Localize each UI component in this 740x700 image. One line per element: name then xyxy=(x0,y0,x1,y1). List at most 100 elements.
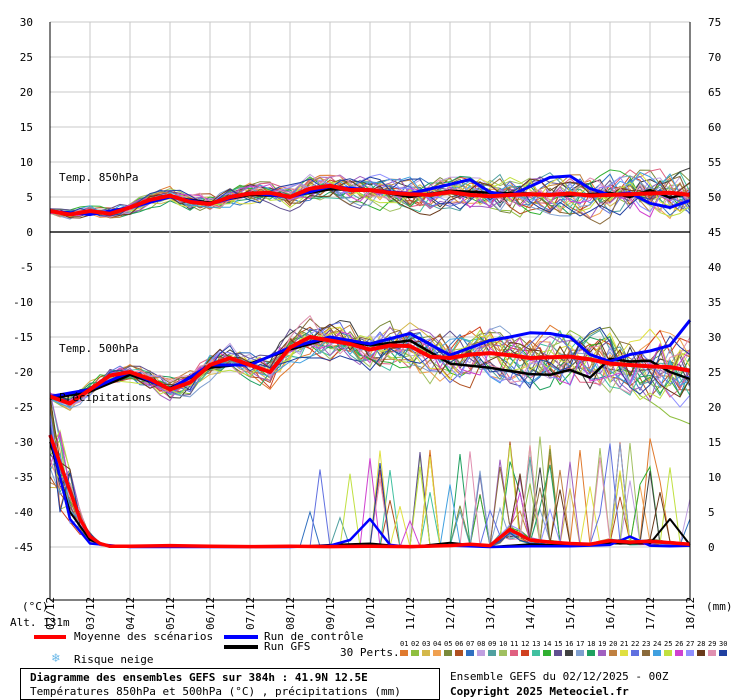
x-axis: 02/12 03/12 04/12 05/12 06/12 07/12 08/12 09/12… xyxy=(44,597,697,630)
perturbation-swatch xyxy=(642,650,650,656)
perturbation-swatch xyxy=(488,650,496,656)
y-right-tick: 10 xyxy=(708,471,721,484)
perturbation-swatch xyxy=(664,650,672,656)
y-left-unit: (°C) xyxy=(22,600,49,613)
chart-title: Diagramme des ensembles GEFS sur 384h : … xyxy=(30,671,368,684)
perturbation-swatch xyxy=(433,650,441,656)
perturbation-swatch xyxy=(708,650,716,656)
perturbation-number: 25 xyxy=(664,640,673,648)
y-left-tick: 15 xyxy=(20,121,33,134)
y-right-tick: 60 xyxy=(708,121,721,134)
y-right-tick: 35 xyxy=(708,296,721,309)
x-tick-label: 06/12 xyxy=(204,597,217,630)
legend-snow-label: Risque neige xyxy=(74,653,154,666)
y-right-tick: 20 xyxy=(708,401,721,414)
perturbation-number: 23 xyxy=(642,640,651,648)
x-tick-label: 11/12 xyxy=(404,597,417,630)
legend-gfs-line xyxy=(224,645,258,649)
perturbation-swatch xyxy=(587,650,595,656)
perturbation-swatch xyxy=(510,650,518,656)
y-left-tick: -40 xyxy=(13,506,33,519)
perturbation-number: 27 xyxy=(686,640,695,648)
y-left-tick: 25 xyxy=(20,51,33,64)
y-right-tick: 65 xyxy=(708,86,721,99)
perturbation-number: 26 xyxy=(675,640,684,648)
y-left-tick: -45 xyxy=(13,541,33,554)
perturbation-number: 16 xyxy=(565,640,574,648)
legend-mean-line xyxy=(34,635,66,639)
mean-t500-line xyxy=(49,335,691,406)
perturbation-swatch xyxy=(466,650,474,656)
perturbation-number: 06 xyxy=(455,640,464,648)
copyright: Copyright 2025 Meteociel.fr xyxy=(450,685,629,698)
x-tick-label: 02/12 xyxy=(44,597,57,630)
legend-control-line xyxy=(224,635,258,639)
perturbation-swatch xyxy=(543,650,551,656)
x-tick-label: 16/12 xyxy=(604,597,617,630)
x-tick-label: 15/12 xyxy=(564,597,577,630)
plot-frame xyxy=(49,22,691,601)
y-left-tick: 30 xyxy=(20,16,33,29)
y-right-tick: 40 xyxy=(708,261,721,274)
y-right-tick: 75 xyxy=(708,16,721,29)
chart-subtitle: Températures 850hPa et 500hPa (°C) , pré… xyxy=(30,685,401,698)
perturbation-swatch xyxy=(455,650,463,656)
member-t850-30 xyxy=(49,176,691,217)
y-right-tick: 55 xyxy=(708,156,721,169)
label-t850: Temp. 850hPa xyxy=(59,171,138,184)
y-left-tick: 5 xyxy=(26,191,33,204)
title-box: Diagramme des ensembles GEFS sur 384h : … xyxy=(20,668,440,700)
x-tick-label: 09/12 xyxy=(324,597,337,630)
perturbation-number: 14 xyxy=(543,640,552,648)
x-tick-label: 10/12 xyxy=(364,597,377,630)
perturbation-number: 10 xyxy=(499,640,508,648)
perturbation-number: 11 xyxy=(510,640,519,648)
y-right-tick: 45 xyxy=(708,226,721,239)
mean-t850-line xyxy=(49,183,691,217)
x-tick-label: 03/12 xyxy=(84,597,97,630)
control-t500-line xyxy=(49,319,692,398)
altitude-label: Alt. 131m xyxy=(10,616,70,629)
x-tick-label: 12/12 xyxy=(444,597,457,630)
y-right-tick: 5 xyxy=(708,506,715,519)
legend-gfs-label: Run GFS xyxy=(264,640,311,653)
perturbation-swatch xyxy=(422,650,430,656)
y-left-tick: -35 xyxy=(13,471,33,484)
y-left-tick: 0 xyxy=(26,226,33,239)
perturbation-swatch xyxy=(675,650,683,656)
perturbation-number: 20 xyxy=(609,640,618,648)
y-left-tick: 20 xyxy=(20,86,33,99)
perturbation-swatch xyxy=(686,650,694,656)
perturbation-number: 01 xyxy=(400,640,409,648)
perturbation-swatch xyxy=(653,650,661,656)
perturbation-swatch xyxy=(400,650,408,656)
run-info: Ensemble GEFS du 02/12/2025 - 00Z xyxy=(450,670,669,683)
perturbation-swatch xyxy=(554,650,562,656)
y-axis-left: 30 25 20 15 10 5 0 -5 -10 -15 -20 -25 -30 -35 -40 -45 xyxy=(13,16,33,554)
x-tick-label: 14/12 xyxy=(524,597,537,630)
perturbation-swatch xyxy=(532,650,540,656)
member-t500-28 xyxy=(49,323,691,406)
y-left-tick: -5 xyxy=(20,261,33,274)
perturbation-number: 05 xyxy=(444,640,453,648)
perturbation-swatch xyxy=(444,650,452,656)
perturbation-swatch xyxy=(719,650,727,656)
perturbation-number: 15 xyxy=(554,640,563,648)
perturbation-number: 09 xyxy=(488,640,497,648)
perturbation-number: 02 xyxy=(411,640,420,648)
perturbation-swatch xyxy=(598,650,606,656)
perturbation-number: 29 xyxy=(708,640,717,648)
legend-control-label: Run de contrôle xyxy=(264,630,364,643)
perturbation-number: 19 xyxy=(598,640,607,648)
perturbation-swatch xyxy=(609,650,617,656)
y-right-tick: 25 xyxy=(708,366,721,379)
y-right-tick: 15 xyxy=(708,436,721,449)
snowflake-icon: ❄ xyxy=(52,651,60,666)
perturbation-number: 03 xyxy=(422,640,431,648)
perturbation-number: 21 xyxy=(620,640,629,648)
perturbation-swatch xyxy=(521,650,529,656)
x-tick-label: 13/12 xyxy=(484,597,497,630)
perturbation-swatch xyxy=(620,650,628,656)
